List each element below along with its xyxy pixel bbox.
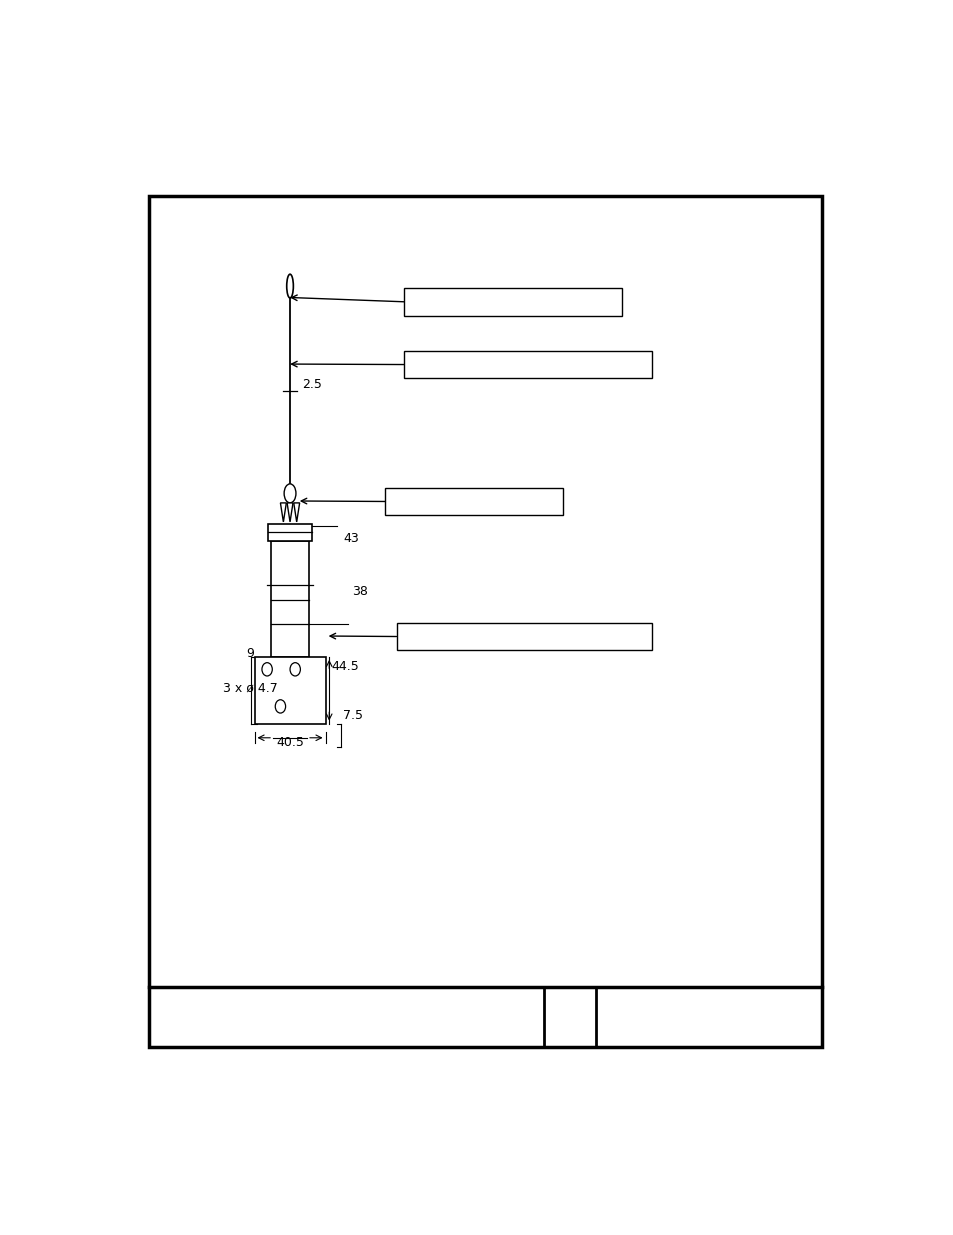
Bar	[403, 351, 651, 378]
Polygon shape	[280, 503, 286, 522]
Circle shape	[262, 663, 272, 676]
Text: 38: 38	[352, 585, 368, 598]
Circle shape	[290, 663, 300, 676]
Bar	[385, 488, 562, 515]
Text: 44.5: 44.5	[331, 661, 359, 673]
Polygon shape	[294, 503, 299, 522]
Text: 40.5: 40.5	[276, 736, 304, 750]
Text: 2.5: 2.5	[302, 378, 322, 390]
Bar	[254, 657, 325, 724]
Bar	[396, 622, 651, 651]
Bar	[268, 524, 312, 541]
Text: 43: 43	[343, 532, 358, 545]
Text: 3 x ø 4.7: 3 x ø 4.7	[222, 682, 277, 695]
Bar	[403, 288, 621, 316]
Text: 7.5: 7.5	[343, 709, 363, 721]
Text: 9: 9	[246, 647, 254, 659]
Ellipse shape	[284, 484, 295, 503]
Bar	[149, 195, 821, 1047]
Ellipse shape	[287, 274, 294, 298]
Circle shape	[275, 700, 285, 713]
Polygon shape	[287, 503, 293, 522]
